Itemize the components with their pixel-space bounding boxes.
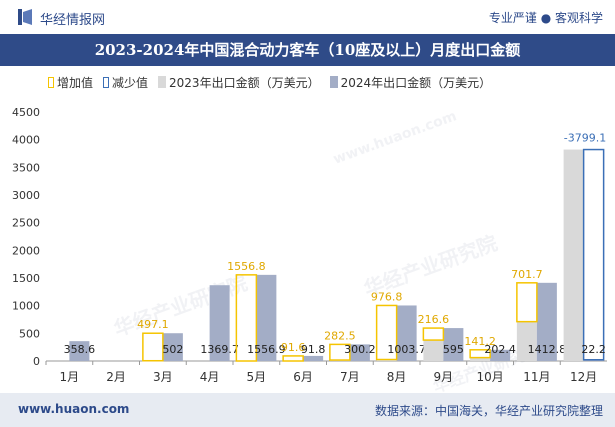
bar-2024 bbox=[536, 282, 557, 361]
y-tick-label: 0 bbox=[33, 355, 40, 368]
x-tick-label: 5月 bbox=[247, 370, 267, 384]
change-label-increase: 701.7 bbox=[511, 268, 543, 281]
x-tick-label: 2月 bbox=[106, 370, 126, 384]
change-label-decrease: -3799.1 bbox=[564, 132, 606, 145]
legend-swatch-increase bbox=[48, 76, 54, 88]
change-label-increase: 141.2 bbox=[464, 335, 496, 348]
value-label-2024: 502 bbox=[162, 343, 183, 356]
x-tick-label: 8月 bbox=[387, 370, 407, 384]
legend-label-2023: 2023年出口金额（万美元） bbox=[169, 75, 320, 90]
x-tick-label: 7月 bbox=[340, 370, 360, 384]
value-label-2024: 1412.8 bbox=[528, 343, 567, 356]
brand-name: 华经情报网 bbox=[40, 13, 106, 28]
bar-2024 bbox=[69, 341, 90, 361]
y-tick-label: 4500 bbox=[12, 106, 40, 119]
footer-source: 数据来源：中国海关，华经产业研究院整理 bbox=[374, 404, 603, 418]
change-label-increase: 1556.8 bbox=[227, 260, 266, 273]
change-label-increase: 282.5 bbox=[324, 329, 356, 342]
legend-label-2024: 2024年出口金额（万美元） bbox=[340, 75, 492, 90]
title-bar: 2023-2024年中国混合动力客车（10座及以上）月度出口金额 bbox=[0, 34, 615, 66]
x-tick-label: 12月 bbox=[570, 370, 597, 384]
legend-swatch-2023 bbox=[158, 76, 167, 88]
change-label-increase: 497.1 bbox=[137, 318, 169, 331]
change-bar-increase bbox=[282, 355, 304, 362]
footer-bar: www.huaon.com 数据来源：中国海关，华经产业研究院整理 bbox=[0, 393, 615, 427]
change-label-increase: 91.6 bbox=[281, 341, 306, 354]
top-bar: 华经情报网 专业严谨 ● 客观科学 bbox=[0, 0, 615, 34]
y-tick-label: 1500 bbox=[12, 272, 40, 285]
y-tick-label: 3500 bbox=[12, 161, 40, 174]
bar-2023 bbox=[516, 321, 537, 361]
change-bar-increase bbox=[469, 349, 491, 359]
x-tick-label: 11月 bbox=[523, 370, 550, 384]
change-bar-increase bbox=[375, 304, 398, 361]
x-tick-label: 10月 bbox=[476, 370, 503, 384]
y-tick-label: 2500 bbox=[12, 217, 40, 230]
x-tick-label: 1月 bbox=[60, 370, 80, 384]
x-tick-label: 9月 bbox=[434, 370, 454, 384]
chart-legend: 增加值 减少值 2023年出口金额（万美元） 2024年出口金额（万美元） bbox=[48, 72, 501, 92]
value-label-2024: 358.6 bbox=[64, 343, 96, 356]
y-tick-label: 4000 bbox=[12, 134, 40, 147]
bar-2023 bbox=[470, 357, 491, 361]
y-tick-label: 500 bbox=[19, 327, 40, 340]
x-tick-label: 6月 bbox=[293, 370, 313, 384]
bar-2024 bbox=[256, 274, 277, 361]
legend-item-decrease: 减少值 bbox=[103, 74, 148, 91]
change-label-increase: 216.6 bbox=[418, 313, 450, 326]
legend-swatch-2024 bbox=[329, 76, 338, 88]
footer-site-url: www.huaon.com bbox=[18, 402, 130, 416]
change-bar-increase bbox=[235, 274, 258, 362]
value-label-2024: 1369.7 bbox=[200, 343, 239, 356]
chart-title: 2023-2024年中国混合动力客车（10座及以上）月度出口金额 bbox=[94, 41, 521, 59]
legend-item-2024: 2024年出口金额（万美元） bbox=[329, 74, 492, 91]
bar-2024 bbox=[490, 349, 511, 361]
bar-2024 bbox=[209, 285, 230, 361]
value-label-2024: 91.8 bbox=[301, 343, 326, 356]
value-label-2024: 22.2 bbox=[581, 343, 606, 356]
bar-2024 bbox=[162, 333, 183, 361]
brand-logo-icon bbox=[18, 9, 32, 25]
change-bar-increase bbox=[422, 327, 445, 341]
bar-2024 bbox=[443, 328, 464, 361]
value-label-2024: 202.4 bbox=[484, 343, 516, 356]
y-tick-label: 2000 bbox=[12, 244, 40, 257]
legend-item-2023: 2023年出口金额（万美元） bbox=[158, 74, 320, 91]
y-tick-label: 3000 bbox=[12, 189, 40, 202]
change-label-increase: 976.8 bbox=[371, 290, 403, 303]
y-tick-label: 1000 bbox=[12, 300, 40, 313]
bar-2024 bbox=[349, 344, 370, 361]
legend-swatch-decrease bbox=[103, 76, 110, 88]
value-label-2024: 1556.9 bbox=[247, 343, 286, 356]
x-tick-label: 4月 bbox=[200, 370, 220, 384]
value-label-2024: 1003.7 bbox=[387, 343, 426, 356]
value-label-2024: 300.2 bbox=[344, 343, 376, 356]
bar-2024 bbox=[396, 305, 417, 361]
tagline: 专业严谨 ● 客观科学 bbox=[488, 11, 603, 25]
bar-chart: 0 500 1000 1500 2000 2500 3000 3500 4000 4500 1月 35… bbox=[12, 106, 607, 384]
legend-label-increase: 增加值 bbox=[57, 75, 94, 90]
legend-label-decrease: 减少值 bbox=[112, 75, 149, 90]
x-tick-label: 3月 bbox=[153, 370, 173, 384]
change-bar-increase bbox=[516, 282, 538, 323]
change-bar-decrease bbox=[582, 148, 605, 361]
bar-2023 bbox=[423, 340, 444, 361]
bar-2023 bbox=[563, 149, 584, 361]
value-label-2024: 595 bbox=[443, 343, 464, 356]
change-bar-increase bbox=[142, 332, 164, 362]
legend-item-increase: 增加值 bbox=[48, 74, 93, 91]
bar-2024 bbox=[303, 355, 324, 361]
change-bar-increase bbox=[329, 343, 351, 361]
